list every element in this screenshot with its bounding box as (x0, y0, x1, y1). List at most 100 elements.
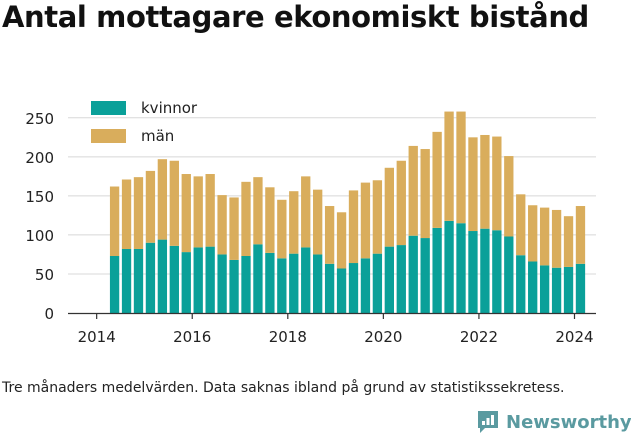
bar-kvinnor (181, 252, 191, 313)
bar-man (324, 206, 335, 264)
bar-man (348, 190, 359, 264)
y-tick-label: 200 (25, 149, 54, 167)
x-tick-label: 2020 (364, 328, 402, 346)
bar-man (408, 145, 418, 236)
bar-kvinnor (121, 248, 132, 313)
bar-man (384, 167, 394, 247)
y-tick-label: 0 (44, 305, 54, 323)
bar-man (265, 187, 275, 253)
footnote: Tre månaders medelvärden. Data saknas ib… (2, 380, 565, 396)
x-tick-label: 2016 (173, 328, 211, 346)
bar-man (193, 176, 203, 248)
bar-kvinnor (551, 267, 562, 313)
bar-man (563, 216, 574, 267)
bar-man (456, 111, 466, 224)
bar-man (289, 191, 299, 254)
bar-kvinnor (109, 256, 120, 313)
legend-label-man: män (141, 127, 174, 145)
brand-name: Newsworthy (506, 411, 631, 433)
bar-kvinnor (169, 245, 179, 313)
bar-kvinnor (528, 261, 538, 313)
bar-man (360, 182, 371, 259)
bar-man (277, 199, 287, 259)
x-tick-label: 2018 (269, 328, 307, 346)
x-tick-label: 2022 (460, 328, 498, 346)
bar-man (336, 212, 347, 269)
legend-swatch-kvinnor (91, 101, 126, 115)
bar-kvinnor (277, 258, 287, 313)
bar-man (372, 180, 383, 254)
brand-logo: Newsworthy (476, 407, 631, 437)
bar-kvinnor (229, 259, 239, 313)
stacked-bar-chart: 0 50 100 150 200 250 2014 2016 2018 2020 2022 2024… (25, 99, 596, 346)
bar-kvinnor (348, 263, 359, 313)
bar-man (217, 195, 227, 255)
bar-man (301, 176, 311, 248)
y-tick-label: 50 (35, 266, 54, 284)
bar-man (551, 209, 562, 268)
bar-man (181, 174, 191, 253)
bar-kvinnor (205, 246, 215, 313)
bar-kvinnor (289, 253, 299, 313)
bar-kvinnor (504, 236, 514, 313)
x-tick-label: 2024 (555, 328, 593, 346)
bar-man (253, 177, 263, 245)
bar-man (145, 170, 156, 243)
bar-man (504, 156, 514, 237)
bar-man (313, 189, 323, 255)
bar-kvinnor (360, 258, 371, 313)
bar-kvinnor (217, 254, 227, 313)
bar-man (444, 111, 454, 221)
bar-man (492, 136, 502, 231)
bar-kvinnor (480, 228, 490, 313)
bar-kvinnor (313, 254, 323, 313)
bar-kvinnor (563, 266, 574, 313)
bar-kvinnor (432, 227, 442, 313)
bar-man (229, 197, 239, 260)
x-axis: 2014 2016 2018 2020 2022 2024 (68, 312, 596, 346)
bar-kvinnor (145, 242, 156, 313)
bar-man (539, 207, 550, 266)
chart-title: Antal mottagare ekonomiskt bistånd (2, 0, 589, 34)
bar-kvinnor (575, 263, 586, 313)
bar-kvinnor (468, 231, 478, 313)
y-axis: 0 50 100 150 200 250 (25, 110, 54, 323)
bar-kvinnor (492, 230, 502, 313)
bar-kvinnor (444, 220, 454, 313)
bar-man (420, 149, 430, 239)
bar-kvinnor (408, 235, 418, 313)
bar-kvinnor (516, 255, 526, 313)
x-tick-label: 2014 (78, 328, 116, 346)
legend: kvinnor män (91, 99, 198, 145)
bar-kvinnor (396, 245, 406, 313)
y-tick-label: 250 (25, 110, 54, 128)
bar-kvinnor (253, 244, 263, 313)
bar-kvinnor (301, 247, 311, 313)
y-tick-label: 100 (25, 227, 54, 245)
bar-man (432, 131, 442, 228)
bar-man (528, 205, 538, 262)
bar-kvinnor (193, 247, 203, 313)
bar-man (468, 137, 478, 232)
bars (109, 111, 586, 313)
bar-man (121, 179, 132, 249)
legend-label-kvinnor: kvinnor (141, 99, 198, 117)
bar-man (396, 160, 406, 246)
bar-man (157, 159, 168, 240)
bar-kvinnor (133, 248, 144, 313)
bar-man (133, 177, 144, 249)
newsworthy-logo-icon (478, 411, 498, 433)
bar-man (480, 134, 490, 229)
bar-kvinnor (157, 239, 168, 313)
bar-kvinnor (420, 238, 430, 313)
bar-kvinnor (456, 223, 466, 313)
y-tick-label: 150 (25, 188, 54, 206)
legend-swatch-man (91, 129, 126, 143)
bar-man (575, 206, 586, 264)
bar-kvinnor (336, 268, 347, 313)
bar-man (241, 181, 251, 256)
bar-man (169, 160, 179, 246)
bar-man (205, 174, 215, 247)
bar-kvinnor (324, 263, 335, 313)
bar-kvinnor (539, 265, 550, 313)
